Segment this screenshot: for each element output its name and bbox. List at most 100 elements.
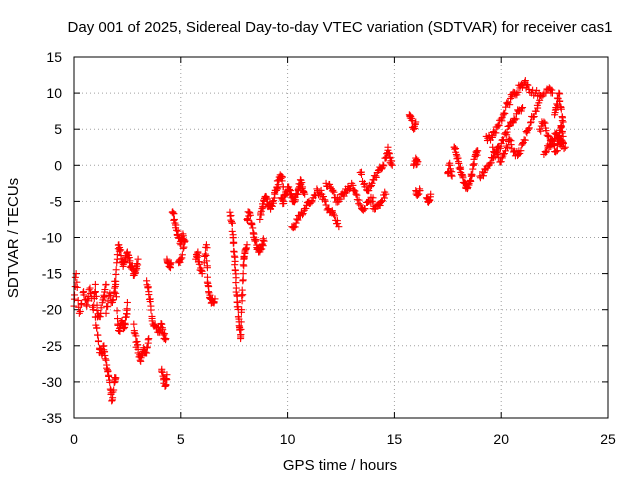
- data-point-interp: [558, 123, 566, 131]
- data-point: [322, 201, 330, 209]
- data-point-interp: [503, 128, 511, 136]
- data-point: [130, 320, 138, 328]
- data-point-interp: [291, 223, 299, 231]
- data-point-interp: [161, 330, 169, 338]
- data-point-interp: [238, 286, 246, 294]
- data-point-interp: [361, 205, 369, 213]
- data-point-interp: [74, 296, 82, 304]
- data-point-interp: [112, 289, 120, 297]
- data-point: [100, 342, 108, 350]
- data-point: [416, 187, 424, 195]
- data-point-interp: [203, 264, 211, 272]
- data-point-interp: [503, 99, 511, 107]
- data-point-interp: [291, 196, 299, 204]
- data-point-interp: [259, 204, 267, 212]
- data-point-interp: [101, 355, 109, 363]
- data-point-interp: [97, 304, 105, 312]
- data-point-interp: [195, 260, 203, 268]
- data-point: [181, 237, 189, 245]
- y-tick-label: -25: [42, 338, 62, 354]
- data-point-interp: [517, 147, 525, 155]
- data-point-interp: [76, 307, 84, 315]
- data-point-interp: [499, 136, 507, 144]
- data-point-interp: [231, 261, 239, 269]
- data-point-interp: [316, 191, 324, 199]
- data-point-interp: [380, 194, 388, 202]
- data-point: [536, 96, 544, 104]
- data-point-interp: [359, 206, 367, 214]
- data-point-interp: [162, 381, 170, 389]
- x-tick-label: 5: [177, 431, 185, 447]
- data-point: [369, 194, 377, 202]
- data-point-interp: [313, 185, 321, 193]
- data-point: [553, 129, 561, 137]
- data-point-interp: [479, 172, 487, 180]
- data-point-interp: [278, 177, 286, 185]
- data-point-interp: [179, 244, 187, 252]
- y-tick-label: -30: [42, 374, 62, 390]
- data-point: [514, 150, 522, 158]
- data-point-interp: [321, 197, 329, 205]
- data-point-interp: [169, 209, 177, 217]
- data-point: [412, 118, 420, 126]
- data-point: [167, 259, 175, 267]
- data-point-interp: [259, 240, 267, 248]
- data-point-interp: [121, 321, 129, 329]
- data-point: [162, 335, 170, 343]
- data-point: [163, 371, 171, 379]
- data-point-interp: [330, 188, 338, 196]
- data-point-interp: [239, 276, 247, 284]
- data-point-interp: [236, 326, 244, 334]
- data-point-interp: [494, 121, 502, 129]
- data-point-interp: [143, 344, 151, 352]
- data-point: [356, 201, 364, 209]
- data-point-interp: [385, 150, 393, 158]
- data-point: [555, 89, 563, 97]
- data-point-interp: [274, 181, 282, 189]
- y-tick-label: 0: [54, 157, 62, 173]
- data-point-interp: [525, 125, 533, 133]
- data-point-interp: [556, 97, 564, 105]
- data-point-interp: [525, 124, 533, 132]
- data-point-interp: [503, 144, 511, 152]
- data-point-interp: [534, 104, 542, 112]
- data-point-interp: [298, 179, 306, 187]
- data-point-interp: [252, 236, 260, 244]
- data-point: [256, 215, 264, 223]
- data-point-interp: [548, 86, 556, 94]
- data-point: [198, 270, 206, 278]
- data-point-interp: [274, 185, 282, 193]
- data-point-interp: [71, 273, 79, 281]
- data-point-interp: [415, 190, 423, 198]
- data-point: [519, 104, 527, 112]
- data-point-interp: [230, 239, 238, 247]
- data-point-interp: [105, 372, 113, 380]
- data-point-interp: [542, 127, 550, 135]
- data-point: [489, 143, 497, 151]
- data-point-interp: [294, 216, 302, 224]
- data-point-interp: [232, 288, 240, 296]
- data-point-interp: [532, 107, 540, 115]
- data-point-interp: [547, 143, 555, 151]
- data-point-interp: [521, 136, 529, 144]
- data-point-interp: [319, 193, 327, 201]
- data-point: [331, 212, 339, 220]
- data-point-interp: [108, 397, 116, 405]
- data-point: [83, 302, 91, 310]
- data-point-interp: [94, 338, 102, 346]
- data-point: [448, 172, 456, 180]
- data-point-interp: [557, 105, 565, 113]
- plot-frame: [73, 56, 609, 419]
- data-point-interp: [71, 291, 79, 299]
- data-point: [175, 259, 183, 267]
- data-point-interp: [552, 130, 560, 138]
- data-point-interp: [73, 283, 81, 291]
- data-point: [102, 280, 110, 288]
- data-point-interp: [173, 231, 181, 239]
- data-point-interp: [248, 221, 256, 229]
- data-point-interp: [451, 145, 459, 153]
- data-point-interp: [411, 124, 419, 132]
- data-point: [365, 187, 373, 195]
- data-point-interp: [379, 161, 387, 169]
- data-point-interp: [112, 293, 120, 301]
